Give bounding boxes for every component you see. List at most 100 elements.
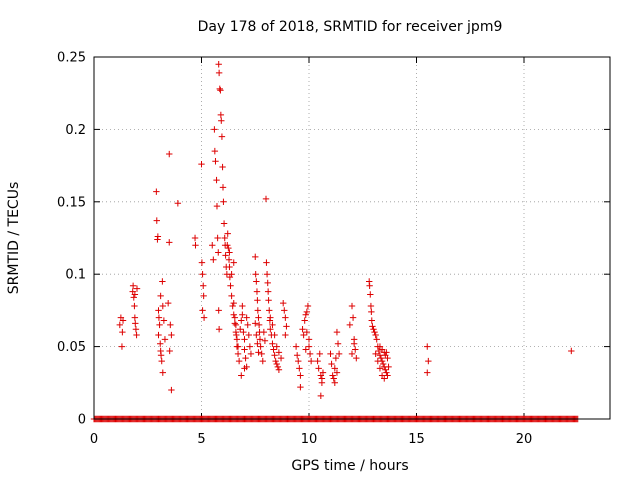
data-point [297, 383, 304, 391]
data-point [305, 343, 313, 350]
y-tick-label: 0.15 [57, 195, 86, 210]
data-point [299, 326, 306, 333]
data-point [316, 350, 323, 358]
data-point [267, 314, 274, 321]
data-point [218, 133, 226, 140]
data-point [155, 331, 162, 339]
data-point [211, 126, 218, 133]
data-point [213, 176, 220, 184]
data-point [198, 160, 205, 168]
data-point [231, 314, 239, 321]
data-point [304, 302, 312, 310]
data-point [252, 271, 259, 278]
data-point [302, 311, 309, 318]
y-tick-label: 0.05 [57, 340, 86, 355]
data-point [234, 350, 242, 358]
data-point [239, 311, 246, 318]
data-point [273, 360, 280, 368]
data-point [302, 346, 309, 353]
data-point [116, 321, 123, 329]
data-point [376, 365, 384, 372]
data-point [385, 363, 392, 371]
data-point [264, 288, 272, 295]
data-point [167, 321, 174, 329]
data-point [252, 320, 259, 327]
data-point [264, 279, 271, 287]
data-point [216, 85, 223, 93]
data-point [301, 317, 308, 324]
data-point [224, 230, 231, 237]
data-point [262, 195, 270, 203]
data-point [327, 350, 334, 358]
data-point [168, 331, 175, 339]
data-point [132, 326, 140, 333]
data-point [166, 150, 173, 158]
data-point [119, 317, 127, 324]
y-axis-label: SRMTID / TECUs [6, 182, 22, 295]
data-point [374, 357, 381, 365]
data-point [166, 347, 173, 355]
axis-ticks: 0 0.05 0.1 0.15 0.2 0.25 0 5 10 15 20 [57, 51, 610, 447]
data-point [235, 357, 243, 365]
data-point [328, 360, 335, 368]
data-point [130, 294, 137, 301]
data-point [331, 365, 338, 372]
data-point [307, 357, 315, 365]
data-point [164, 299, 172, 307]
data-point [263, 271, 271, 278]
data-point [346, 321, 354, 329]
data-point [369, 323, 376, 330]
y-tick-label: 0.1 [65, 268, 86, 283]
data-point [233, 343, 241, 350]
data-point [211, 147, 219, 155]
data-point [353, 354, 360, 362]
data-point [118, 343, 126, 350]
data-point [275, 366, 283, 373]
data-point [209, 242, 216, 249]
data-point [233, 331, 240, 339]
data-point [379, 360, 387, 368]
data-point [200, 282, 207, 289]
y-tick-label: 0.2 [65, 123, 86, 138]
data-point [230, 299, 237, 307]
data-point [156, 321, 163, 329]
data-point [348, 302, 356, 310]
data-point [254, 340, 261, 347]
data-point [214, 234, 221, 242]
data-point [245, 331, 252, 339]
y-tick-label: 0.25 [57, 51, 86, 66]
data-point [255, 349, 262, 356]
data-point [161, 336, 169, 343]
data-point [257, 343, 264, 350]
data-point [253, 278, 260, 285]
data-point [367, 291, 374, 298]
x-tick-label: 5 [197, 432, 205, 447]
data-point [274, 363, 282, 371]
data-point [303, 308, 311, 316]
data-point [272, 357, 279, 365]
data-point [282, 314, 289, 321]
data-point [381, 375, 388, 382]
data-point [315, 365, 322, 372]
data-point [303, 328, 311, 336]
data-point [352, 346, 359, 353]
data-point [244, 321, 251, 329]
data-point [297, 372, 304, 379]
data-point [265, 297, 272, 304]
data-point [200, 314, 208, 321]
data-point [293, 352, 301, 359]
plot-frame [93, 56, 611, 420]
data-point [267, 326, 274, 333]
data-point [153, 188, 160, 195]
data-point [333, 328, 341, 336]
data-point [254, 307, 262, 314]
data-point [281, 307, 288, 314]
data-point [225, 256, 233, 263]
data-point [372, 350, 379, 358]
data-point [227, 282, 234, 289]
data-point [215, 249, 222, 256]
data-point [226, 263, 233, 271]
data-point [219, 184, 227, 191]
data-point [210, 256, 217, 263]
